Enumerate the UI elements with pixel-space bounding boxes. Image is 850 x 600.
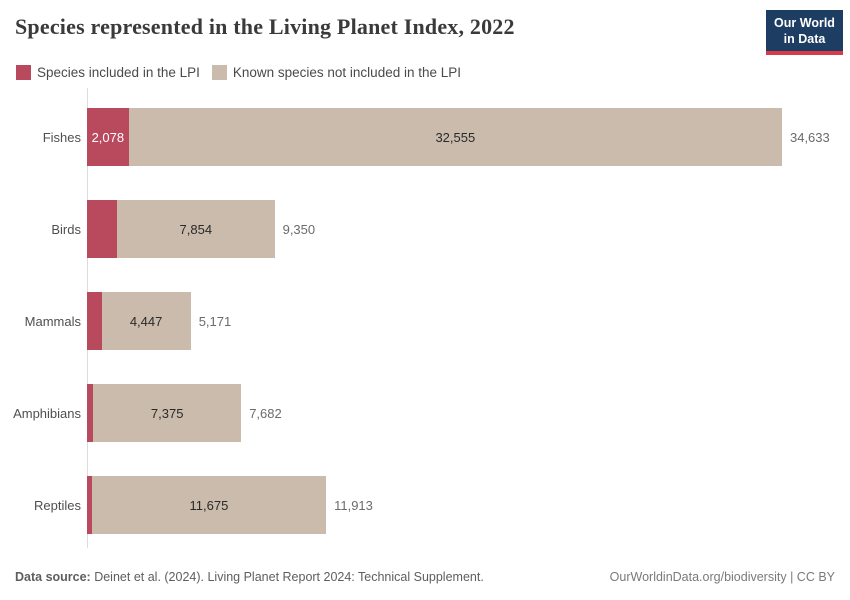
total-value-label: 7,682 xyxy=(249,405,282,421)
bar-segment-included-birds[interactable] xyxy=(87,200,117,258)
bar-segment-notincluded-fishes[interactable]: 32,555 xyxy=(128,108,782,166)
total-value-label: 11,913 xyxy=(334,497,373,513)
bar-row-fishes: Fishes 2,078 32,555 34,633 xyxy=(0,88,850,180)
data-source-label: Data source: xyxy=(15,570,91,584)
legend-item-not-included[interactable]: Known species not included in the LPI xyxy=(211,65,462,80)
owid-logo-line1: Our World xyxy=(774,16,835,30)
owid-logo-line2: in Data xyxy=(783,32,826,47)
segment-value-label: 2,078 xyxy=(91,129,125,145)
category-label: Fishes xyxy=(42,129,81,145)
bar-row-mammals: Mammals 4,447 5,171 xyxy=(0,272,850,364)
legend-swatch-not-included-icon xyxy=(211,65,227,80)
bar-segment-included-reptiles[interactable] xyxy=(87,476,92,534)
bar-segment-notincluded-mammals[interactable]: 4,447 xyxy=(101,292,191,350)
data-source-note: Data source: Deinet et al. (2024). Livin… xyxy=(15,570,484,584)
segment-value-label: 7,375 xyxy=(150,405,184,421)
stacked-bar: 11,675 11,913 xyxy=(87,476,373,534)
bar-chart: Fishes 2,078 32,555 34,633 Birds 7,854 9,350 Ma… xyxy=(0,88,850,548)
legend-swatch-included-icon xyxy=(16,65,31,80)
chart-rows: Fishes 2,078 32,555 34,633 Birds 7,854 9,350 Ma… xyxy=(0,88,850,548)
bar-segment-included-amphibians[interactable] xyxy=(87,384,94,442)
bar-segment-included-fishes[interactable]: 2,078 xyxy=(87,108,129,166)
data-source-text: Deinet et al. (2024). Living Planet Repo… xyxy=(90,570,484,584)
bar-segment-included-mammals[interactable] xyxy=(87,292,102,350)
segment-value-label: 32,555 xyxy=(435,129,476,145)
total-value-label: 34,633 xyxy=(789,129,830,145)
category-label: Birds xyxy=(51,221,81,237)
stacked-bar: 4,447 5,171 xyxy=(87,292,231,350)
segment-value-label: 7,854 xyxy=(179,221,213,237)
bar-segment-notincluded-amphibians[interactable]: 7,375 xyxy=(93,384,242,442)
category-label: Reptiles xyxy=(34,497,81,513)
category-label: Amphibians xyxy=(13,405,81,421)
bar-row-birds: Birds 7,854 9,350 xyxy=(0,180,850,272)
stacked-bar: 2,078 32,555 34,633 xyxy=(87,108,830,166)
bar-segment-notincluded-reptiles[interactable]: 11,675 xyxy=(91,476,327,534)
bar-row-amphibians: Amphibians 7,375 7,682 xyxy=(0,364,850,456)
owid-link[interactable]: OurWorldinData.org/biodiversity | CC BY xyxy=(609,570,835,584)
total-value-label: 9,350 xyxy=(282,221,316,237)
total-value-label: 5,171 xyxy=(198,313,232,329)
segment-value-label: 11,675 xyxy=(189,497,229,513)
page-title: Species represented in the Living Planet… xyxy=(15,14,515,39)
bar-row-reptiles: Reptiles 11,675 11,913 xyxy=(0,456,850,548)
chart-legend: Species included in the LPI Known specie… xyxy=(16,65,461,80)
segment-value-label: 4,447 xyxy=(129,313,163,329)
legend-label-included: Species included in the LPI xyxy=(37,65,200,80)
legend-label-not-included: Known species not included in the LPI xyxy=(232,65,462,80)
owid-logo[interactable]: Our World in Data xyxy=(766,10,843,55)
stacked-bar: 7,375 7,682 xyxy=(87,384,282,442)
bar-segment-notincluded-birds[interactable]: 7,854 xyxy=(117,200,275,258)
legend-item-included[interactable]: Species included in the LPI xyxy=(16,65,200,80)
stacked-bar: 7,854 9,350 xyxy=(87,200,315,258)
category-label: Mammals xyxy=(24,313,81,329)
